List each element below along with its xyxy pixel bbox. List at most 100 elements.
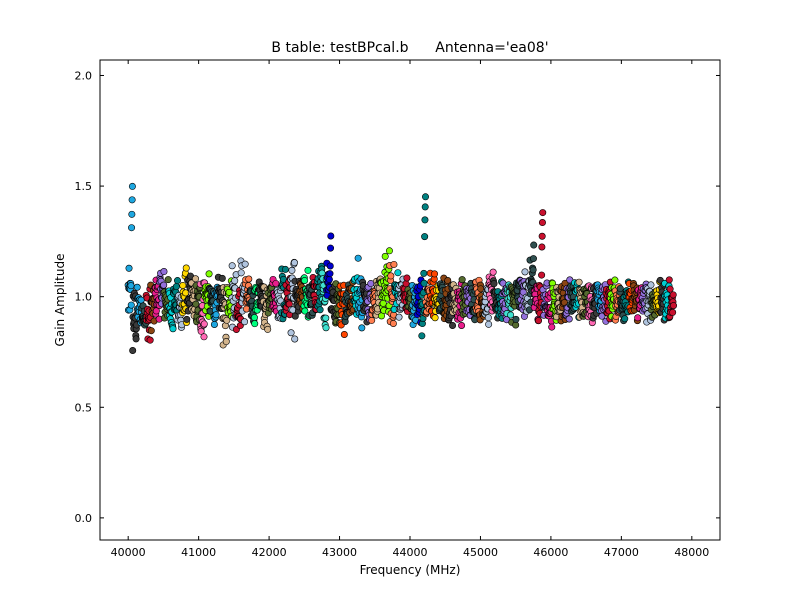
data-point [169,325,177,333]
data-point [394,269,402,277]
data-point [548,323,556,331]
data-point [128,196,136,204]
data-point [245,275,253,283]
x-tick-label: 44000 [393,546,428,559]
y-tick-label: 0.0 [75,512,93,525]
data-point [420,279,428,287]
data-point [174,277,182,285]
data-point [241,318,249,326]
data-point [264,325,272,333]
y-tick-label: 0.5 [75,401,93,414]
plot-frame [99,59,721,541]
data-point [137,296,145,304]
data-point [538,271,546,279]
x-tick-label: 47000 [604,546,639,559]
data-point [200,320,208,328]
data-point [381,252,389,260]
x-tick-label: 45000 [463,546,498,559]
data-point [291,335,299,343]
data-point [192,300,200,308]
data-point [421,193,429,201]
data-point [304,266,312,274]
data-point [669,302,677,310]
data-point [218,274,226,282]
x-tick-label: 46000 [533,546,568,559]
data-point [484,314,492,322]
data-point [129,346,137,354]
data-point [421,233,429,241]
data-point [197,327,205,335]
data-point [237,269,245,277]
data-point [490,280,498,288]
y-axis-label: Gain Amplitude [53,254,67,347]
data-point [449,321,457,329]
data-point [507,311,515,319]
data-point [403,274,411,282]
data-point [212,311,220,319]
data-point [133,283,141,291]
data-points-layer [124,182,677,354]
data-point [647,281,655,289]
data-point [231,277,239,285]
data-point [385,247,393,255]
chart-title: B table: testBPcal.b Antenna='ea08' [271,40,548,56]
data-point [128,182,136,190]
data-point [565,315,573,323]
data-point [182,264,190,272]
data-point [390,260,398,268]
data-point [575,278,583,286]
data-point [458,276,466,284]
data-point [669,308,677,316]
data-point [132,335,140,343]
data-point [241,260,249,268]
y-tick-label: 1.5 [75,180,93,193]
data-point [327,232,335,240]
data-point [538,219,546,227]
data-point [358,324,366,332]
data-point [291,312,299,320]
data-point [160,281,168,289]
data-point [669,291,677,299]
data-point [326,262,334,270]
data-point [529,255,537,263]
data-point [535,317,543,325]
y-tick-label: 2.0 [75,69,93,82]
data-point [179,281,187,289]
x-tick-label: 40000 [111,546,146,559]
data-point [146,336,154,344]
data-point [327,244,335,252]
data-point [250,314,258,322]
data-point [395,313,403,321]
data-point [621,315,629,323]
data-point [325,276,333,284]
axis-ticks: 40000 41000 42000 43000 44000 45000 46000 47000… [75,60,720,559]
data-point [316,306,324,314]
data-point [530,241,538,249]
data-point [128,224,136,232]
data-point [147,327,155,335]
x-tick-label: 41000 [181,546,216,559]
data-point [290,259,298,267]
data-point [539,209,547,217]
data-point [287,329,295,337]
data-point [128,210,136,218]
data-point [521,268,529,276]
x-axis-label: Frequency (MHz) [360,563,461,577]
data-point [421,216,429,224]
data-point [228,262,236,270]
data-point [301,307,309,315]
data-point [288,266,296,274]
data-point [205,270,213,278]
data-point [210,320,218,328]
y-tick-label: 1.0 [75,291,93,304]
data-point [172,283,180,291]
data-point [183,315,191,323]
data-point [611,276,619,284]
data-point [402,280,410,288]
data-point [192,275,200,283]
data-point [418,332,426,340]
x-tick-label: 42000 [252,546,287,559]
data-point [529,266,537,274]
data-point [322,324,330,332]
